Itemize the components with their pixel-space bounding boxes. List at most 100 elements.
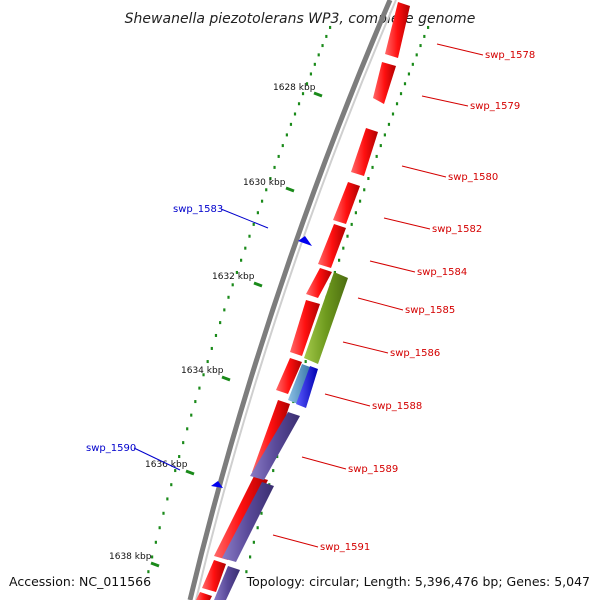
- gene-label[interactable]: swp_1582: [432, 224, 482, 235]
- gene-arrow[interactable]: [318, 224, 346, 268]
- genome-backbone-highlight: [195, 0, 397, 600]
- tick-dot: [423, 34, 426, 38]
- tick-dot: [363, 188, 366, 192]
- label-leader-line: [383, 217, 431, 230]
- tick-dot: [166, 497, 169, 501]
- gene-label[interactable]: swp_1579: [470, 101, 520, 112]
- gene-arrow[interactable]: [290, 300, 320, 356]
- tick-dot: [277, 154, 280, 158]
- tick-dot: [379, 144, 382, 148]
- tick-dot: [227, 295, 230, 299]
- tick-dot: [231, 283, 234, 287]
- tick-dot: [328, 25, 332, 29]
- tick-dot: [147, 570, 150, 574]
- tick-dot: [178, 455, 181, 459]
- map-title: Shewanella piezotolerans WP3, complete g…: [125, 11, 476, 27]
- tick-dot: [154, 540, 157, 544]
- gene-arrow[interactable]: [276, 358, 302, 394]
- slate-feature[interactable]: [250, 412, 300, 480]
- label-leader-line: [220, 208, 269, 229]
- tick-dot: [387, 122, 391, 126]
- tick-dot: [411, 62, 414, 66]
- tick-dot: [244, 246, 247, 250]
- tick-dot: [206, 360, 209, 364]
- tick-dot: [210, 346, 213, 350]
- gene-arrow[interactable]: [306, 268, 332, 298]
- steel-feature[interactable]: [288, 364, 310, 404]
- slate-feature[interactable]: [222, 482, 274, 562]
- accession-text: Accession: NC_011566: [9, 574, 151, 589]
- tick-dot: [342, 246, 345, 250]
- kbp-label: 1634 kbp: [181, 366, 224, 376]
- tick-dot: [395, 102, 399, 106]
- tick-dot: [325, 34, 328, 38]
- tick-dot: [151, 555, 154, 559]
- tick-dot: [426, 25, 430, 29]
- gene-label[interactable]: swp_1578: [485, 50, 535, 61]
- tick-dot: [198, 386, 201, 390]
- tick-dot: [350, 222, 353, 226]
- tick-dot: [309, 72, 313, 76]
- tick-dot: [419, 44, 422, 48]
- kbp-tick: [185, 469, 195, 476]
- olive-feature[interactable]: [304, 272, 348, 364]
- gene-label[interactable]: swp_1588: [372, 401, 422, 412]
- label-leader-line: [301, 456, 347, 470]
- gene-arrow[interactable]: [373, 62, 396, 104]
- tick-dot: [399, 92, 403, 96]
- tick-dot: [202, 373, 205, 377]
- tick-dot: [391, 112, 395, 116]
- tick-dot: [415, 53, 418, 57]
- tick-dot: [174, 469, 177, 473]
- gene-label[interactable]: swp_1586: [390, 348, 440, 359]
- tick-dot: [252, 222, 255, 226]
- kbp-label: 1632 kbp: [212, 272, 255, 282]
- tick-dot: [285, 133, 288, 137]
- kbp-label: 1630 kbp: [243, 178, 286, 188]
- reverse-gene-arrow[interactable]: [211, 481, 223, 488]
- tick-dot: [321, 44, 324, 48]
- gene-label[interactable]: swp_1585: [405, 305, 455, 316]
- tick-dot: [162, 511, 165, 515]
- gene-label[interactable]: swp_1584: [417, 267, 467, 278]
- label-leader-line: [421, 95, 469, 107]
- gene-arrow[interactable]: [202, 560, 226, 592]
- slate-feature[interactable]: [214, 566, 240, 600]
- tick-dot: [260, 199, 264, 203]
- kbp-label: 1628 kbp: [273, 83, 316, 93]
- tick-dot: [194, 400, 197, 404]
- label-leader-line: [342, 341, 389, 354]
- genome-stats-text: Topology: circular; Length: 5,396,476 bp…: [246, 574, 590, 589]
- gene-label[interactable]: swp_1583: [173, 204, 223, 215]
- gene-arrow[interactable]: [385, 2, 410, 58]
- tick-dot: [272, 469, 275, 473]
- label-leader-line: [272, 534, 319, 548]
- tick-dot: [383, 133, 386, 137]
- tick-dot: [219, 321, 222, 325]
- tick-dot: [407, 72, 411, 76]
- tick-dot: [256, 526, 259, 530]
- gene-arrow[interactable]: [351, 128, 378, 176]
- gene-label[interactable]: swp_1589: [348, 464, 398, 475]
- kbp-label: 1638 kbp: [109, 552, 152, 562]
- tick-dot: [301, 92, 305, 96]
- reverse-gene-arrow[interactable]: [298, 236, 312, 246]
- label-leader-line: [436, 43, 484, 56]
- gene-label[interactable]: swp_1580: [448, 172, 498, 183]
- tick-dot: [252, 540, 255, 544]
- tick-dot: [338, 258, 341, 262]
- blue-feature[interactable]: [296, 366, 318, 408]
- gene-label[interactable]: swp_1591: [320, 542, 370, 553]
- gene-label[interactable]: swp_1590: [86, 443, 136, 454]
- kbp-tick: [150, 561, 160, 568]
- kbp-tick: [313, 91, 323, 98]
- feature-track: [214, 272, 348, 600]
- gene-arrow[interactable]: [333, 182, 360, 224]
- tick-dot: [313, 62, 316, 66]
- kbp-tick: [253, 281, 263, 288]
- tick-dot: [281, 144, 284, 148]
- label-leader-line: [401, 165, 447, 178]
- tick-dot: [265, 188, 268, 192]
- gene-arrow[interactable]: [196, 592, 212, 600]
